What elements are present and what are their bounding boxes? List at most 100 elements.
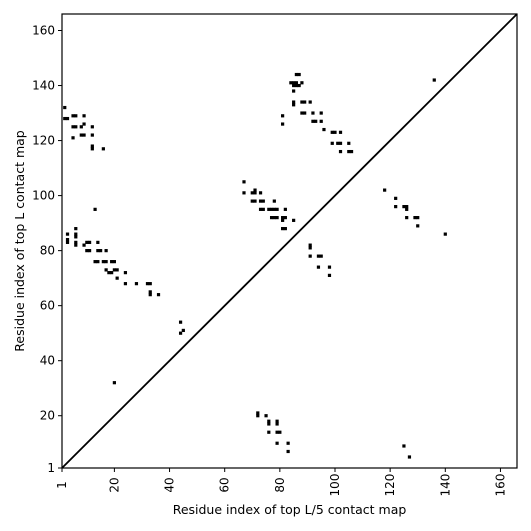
contact-point [303,111,307,115]
contact-point [338,130,343,134]
contact-point [93,207,97,211]
contact-point [316,265,321,269]
contact-point [65,232,70,236]
contact-point [258,191,263,195]
contact-point [416,224,420,228]
contact-point [250,191,254,195]
contact-point [327,273,332,277]
contact-point [74,227,78,231]
contact-point [330,130,334,134]
contact-point [308,254,312,258]
contact-point [261,207,265,211]
contact-point [110,260,114,264]
contact-point [253,188,257,192]
contact-point [71,136,75,140]
contact-point [256,411,260,415]
contact-point [297,72,301,77]
contact-point [253,191,257,195]
contact-point [383,188,387,192]
contact-point [330,141,334,145]
contact-point [269,216,274,220]
contact-point [87,240,92,244]
contact-point [101,147,105,151]
x-tick-label: 100 [328,474,342,497]
contact-point [256,414,260,418]
contact-point [283,207,287,211]
contact-point [303,100,307,104]
contact-point [319,119,323,123]
contact-point [253,199,257,203]
contact-point [267,430,271,434]
contact-point [281,216,285,220]
contact-point [300,81,304,85]
x-tick-label: 40 [163,477,177,492]
contact-point [104,268,108,272]
contact-point [333,130,337,134]
plot-frame [61,13,518,469]
contact-point [272,207,276,211]
contact-point [148,290,152,294]
contact-point [281,227,285,231]
contact-point [311,111,315,115]
contact-point [308,100,312,104]
contact-point [413,216,417,220]
contact-point [71,114,75,118]
contact-point [87,249,92,253]
contact-point [82,114,86,118]
contact-point [308,243,312,247]
contact-point [281,218,285,222]
contact-point [349,149,354,154]
contact-point [85,249,89,253]
contact-point [82,133,86,137]
contact-point [104,260,108,264]
contact-point [250,199,254,203]
contact-point [63,105,67,110]
contact-point [267,419,271,423]
contact-point [261,199,265,203]
contact-point [107,271,111,275]
contact-point [74,240,78,244]
contact-point [79,133,83,137]
contact-point [110,271,114,275]
contact-point [311,119,315,123]
contact-point [394,205,398,209]
contact-point [178,320,183,324]
contact-point [242,191,246,195]
contact-point [402,444,406,448]
contact-point [148,282,152,286]
contact-point [242,180,246,184]
contact-point [96,240,100,244]
contact-point [338,141,343,145]
contact-point [112,260,116,264]
contact-point [402,205,406,209]
contact-point [145,282,150,286]
contact-point [85,240,89,244]
contact-point [286,449,290,454]
y-tick-label: 1 [47,461,55,475]
contact-point [96,260,100,264]
contact-point [292,89,296,93]
contact-point [82,122,86,126]
contact-point [314,119,318,123]
contact-point [319,254,323,258]
contact-point [294,81,298,85]
contact-point [115,276,119,280]
y-tick-label: 60 [40,299,55,313]
y-tick-label: 160 [32,24,55,38]
contact-point [269,207,274,211]
contact-point [90,144,94,148]
contact-point [272,216,276,220]
contact-point [112,381,116,385]
x-tick-label: 1 [55,481,69,489]
contact-point [347,149,351,154]
contact-point [123,282,128,286]
contact-point [327,265,332,269]
y-tick-label: 80 [40,244,55,258]
contact-point [104,249,108,253]
diagonal-line [61,13,518,469]
contact-point [74,232,78,236]
contact-point [416,216,420,220]
contact-point [294,72,298,77]
contact-point [292,83,296,88]
